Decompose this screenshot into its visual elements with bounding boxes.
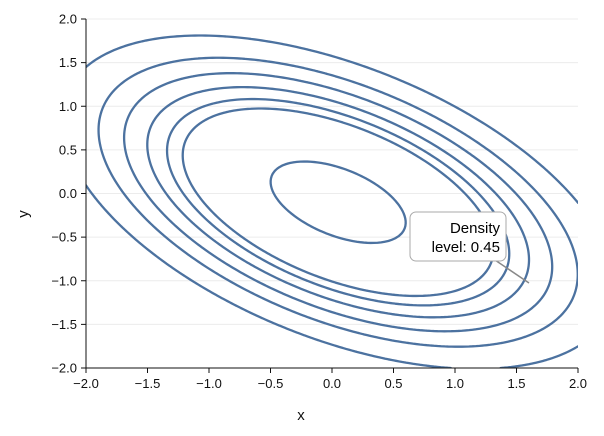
x-tick-label: −0.5 — [258, 376, 284, 391]
x-tick-label: 0.5 — [384, 376, 402, 391]
annotation-box — [409, 211, 507, 262]
contour-line — [122, 72, 554, 333]
grid — [86, 18, 578, 369]
annotation-leader-line — [491, 257, 530, 284]
annotation-line-1: Density — [450, 220, 501, 237]
contour-lines — [86, 34, 578, 368]
contour-line — [181, 107, 495, 298]
y-tick-label: 1.5 — [59, 55, 77, 70]
x-tick-label: −2.0 — [73, 376, 99, 391]
y-tick-label: −1.0 — [51, 273, 77, 288]
x-tick-label: 0.0 — [323, 376, 341, 391]
y-axis-title: y — [15, 210, 32, 218]
x-tick-label: −1.0 — [196, 376, 222, 391]
y-tick-label: 2.0 — [59, 12, 77, 27]
x-tick-label: 1.5 — [507, 376, 525, 391]
contour-line — [146, 85, 531, 319]
y-tick-label: −1.5 — [51, 317, 77, 332]
x-tick-label: 1.0 — [446, 376, 464, 391]
y-tick-label: 0.0 — [59, 186, 77, 201]
density-annotation: Density level: 0.45 — [409, 211, 530, 284]
contour-line — [86, 34, 578, 368]
x-ticks: −2.0 −1.5 −1.0 −0.5 0.0 0.5 1.0 1.5 2.0 — [73, 368, 587, 391]
y-tick-label: −0.5 — [51, 230, 77, 245]
contour-line — [165, 97, 511, 307]
contour-line — [269, 160, 407, 245]
y-tick-label: 1.0 — [59, 99, 77, 114]
x-axis-title: x — [297, 407, 305, 424]
contour-line — [97, 56, 578, 348]
y-ticks: 2.0 1.5 1.0 0.5 0.0 −0.5 −1.0 −1.5 −2.0 — [51, 12, 86, 376]
annotation-line-2: level: 0.45 — [432, 239, 500, 256]
y-tick-label: −2.0 — [51, 361, 77, 376]
y-tick-label: 0.5 — [59, 142, 77, 157]
x-tick-label: 2.0 — [569, 376, 587, 391]
x-tick-label: −1.5 — [135, 376, 161, 391]
